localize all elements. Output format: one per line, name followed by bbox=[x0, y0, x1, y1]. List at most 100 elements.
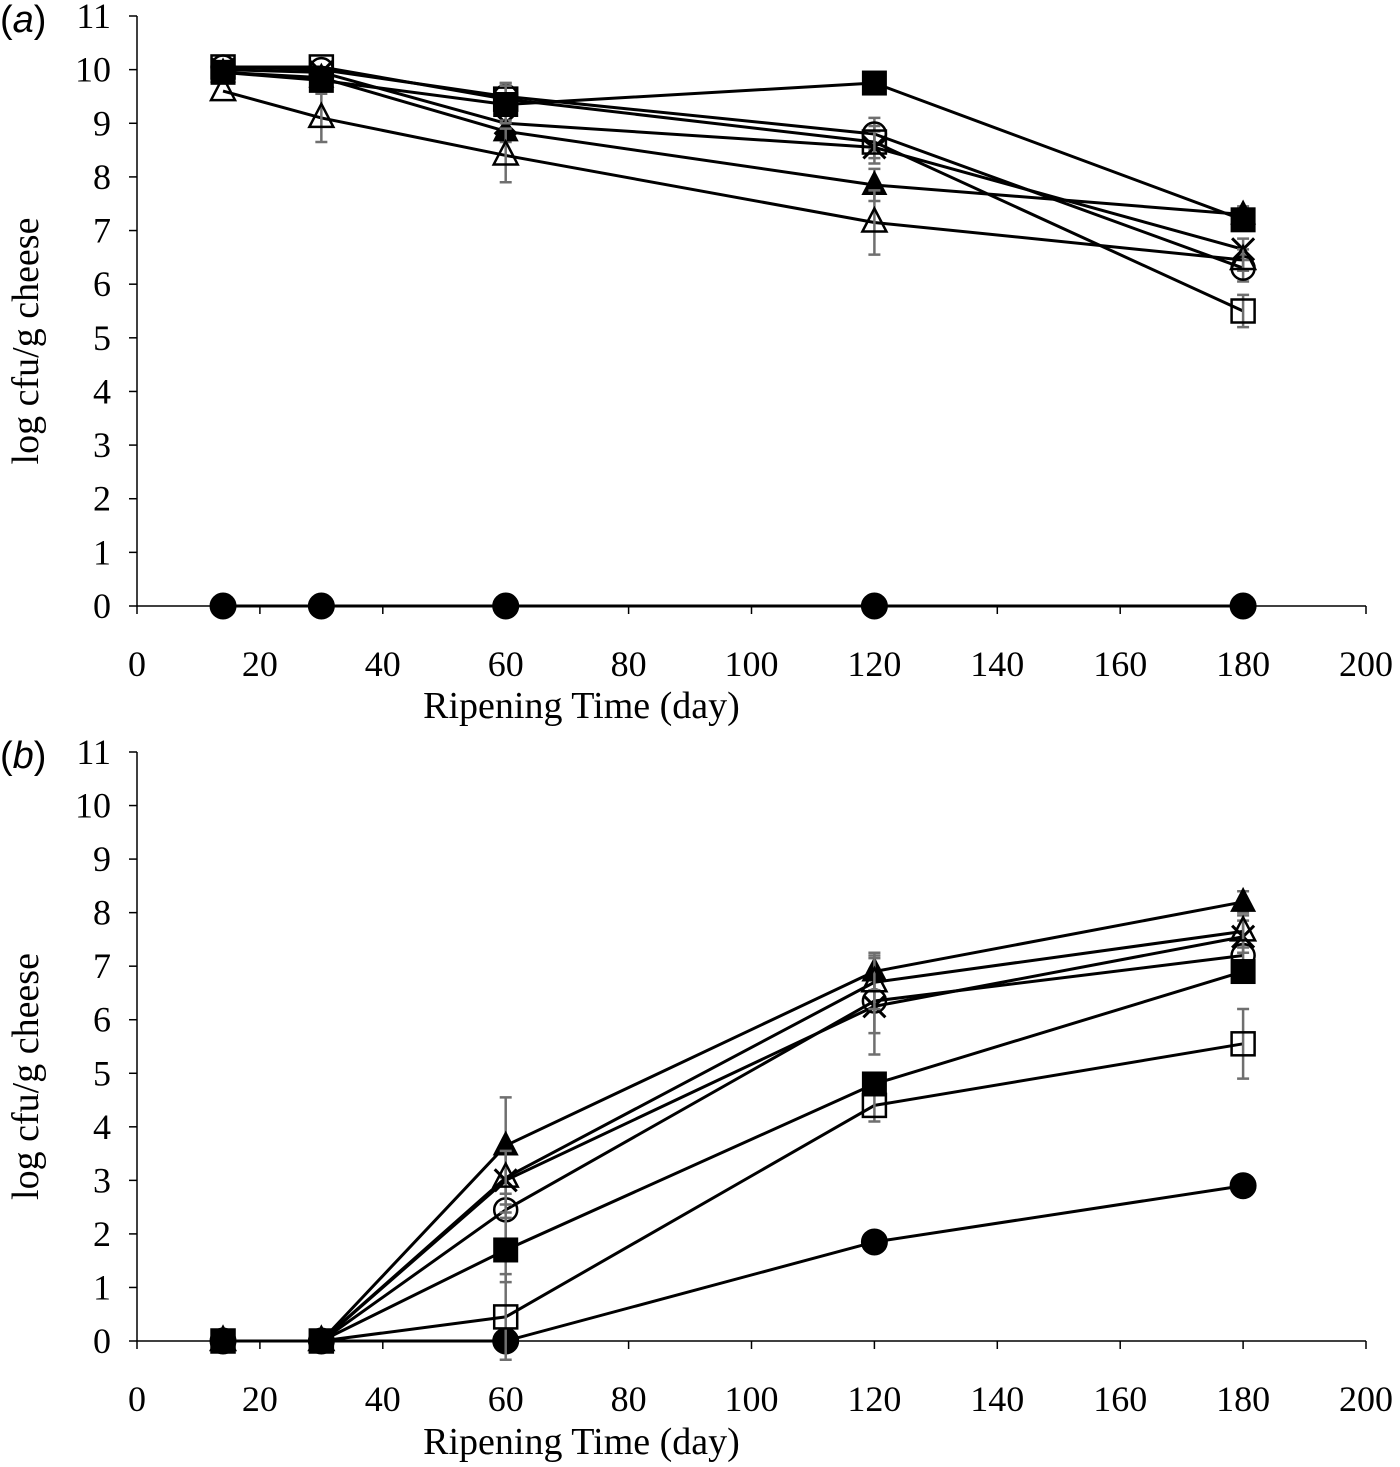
x-tick-label: 80 bbox=[611, 1379, 647, 1419]
data-point-filled-circle bbox=[1229, 592, 1257, 620]
data-point-open-triangle bbox=[208, 74, 238, 102]
series-line bbox=[222, 70, 1244, 216]
y-tick-label: 11 bbox=[76, 732, 111, 772]
error-bar bbox=[868, 189, 881, 256]
series-filled-square bbox=[210, 959, 1256, 1354]
y-tick-label: 8 bbox=[93, 893, 111, 933]
x-tick-label: 140 bbox=[970, 644, 1024, 684]
data-point-open-triangle bbox=[860, 205, 889, 233]
x-tick-label: 140 bbox=[970, 1379, 1024, 1419]
error-bar bbox=[1237, 1007, 1250, 1080]
data-point-filled-circle bbox=[860, 1228, 888, 1256]
series-line bbox=[222, 68, 1244, 251]
y-tick-label: 2 bbox=[93, 1214, 111, 1254]
y-tick-label: 2 bbox=[93, 479, 111, 519]
series-open-circle bbox=[210, 54, 1256, 283]
series-cross bbox=[210, 57, 1256, 262]
data-point-filled-circle bbox=[209, 592, 237, 620]
panel-b: 0 1 2 3 4 5 6 7 8 9 10 11 0 20 40 60 80 100 120 140 160 180 20… bbox=[0, 732, 1393, 1463]
data-point-filled-square bbox=[308, 67, 334, 93]
data-point-filled-square bbox=[493, 92, 519, 117]
data-point-filled-square bbox=[1230, 959, 1256, 985]
y-tick-label: 7 bbox=[93, 211, 111, 251]
x-tick-label: 0 bbox=[128, 1379, 146, 1419]
x-tick-label: 160 bbox=[1093, 1379, 1147, 1419]
y-tick-label: 9 bbox=[93, 103, 111, 143]
series-filled-triangle bbox=[210, 57, 1257, 225]
y-tick-label: 1 bbox=[93, 532, 111, 572]
x-tick-label: 100 bbox=[725, 1379, 779, 1419]
y-tick-label: 7 bbox=[93, 946, 111, 986]
plot-area bbox=[208, 886, 1258, 1361]
y-axis-title: log cfu/g cheese bbox=[5, 953, 47, 1200]
x-tick-label: 20 bbox=[242, 644, 278, 684]
x-tick-label: 180 bbox=[1216, 644, 1270, 684]
data-point-filled-square bbox=[210, 59, 236, 85]
panel-letter: b bbox=[13, 735, 34, 777]
data-point-filled-square bbox=[493, 1237, 519, 1263]
data-point-filled-square bbox=[861, 1071, 887, 1097]
data-point-filled-square bbox=[1230, 207, 1256, 233]
y-tick-label: 6 bbox=[93, 1000, 111, 1040]
series-line bbox=[223, 900, 1244, 1343]
x-tick-label: 100 bbox=[725, 644, 779, 684]
data-point-filled-triangle bbox=[492, 1130, 519, 1156]
y-axis-title: log cfu/g cheese bbox=[5, 218, 47, 465]
panel-label: (b) bbox=[0, 735, 46, 777]
y-tick-label: 6 bbox=[93, 264, 111, 304]
y-tick-label: 4 bbox=[93, 371, 111, 411]
series-cross bbox=[210, 919, 1256, 1354]
series-line bbox=[223, 970, 1244, 1343]
y-tick-label: 0 bbox=[93, 1321, 111, 1361]
series-open-triangle bbox=[208, 914, 1258, 1352]
x-tick-label: 60 bbox=[488, 1379, 524, 1419]
data-point-filled-triangle bbox=[1230, 886, 1257, 912]
error-bar bbox=[1237, 248, 1250, 273]
x-tick-label: 40 bbox=[365, 1379, 401, 1419]
x-tick-label: 120 bbox=[847, 1379, 901, 1419]
y-tick-label: 1 bbox=[93, 1267, 111, 1307]
data-point-open-square bbox=[1230, 1031, 1256, 1057]
data-point-filled-circle bbox=[860, 592, 888, 620]
data-point-open-triangle bbox=[860, 965, 889, 993]
data-point-open-square bbox=[492, 1304, 519, 1330]
x-tick-label: 80 bbox=[611, 644, 647, 684]
series-line bbox=[222, 89, 1244, 262]
series-line bbox=[222, 65, 1244, 270]
series-line bbox=[223, 65, 1244, 313]
data-point-filled-circle bbox=[1229, 1172, 1257, 1200]
panel-a: 0 1 2 3 4 5 6 7 8 9 10 11 0 20 40 60 80 100 120 140 160 180 20… bbox=[0, 0, 1393, 727]
data-point-filled-circle bbox=[492, 592, 520, 620]
x-tick-label: 200 bbox=[1339, 1379, 1393, 1419]
series-filled-circle bbox=[209, 1172, 1257, 1355]
data-point-filled-triangle bbox=[861, 169, 888, 195]
series-open-triangle bbox=[208, 74, 1258, 273]
data-point-open-triangle bbox=[491, 138, 520, 166]
error-bar bbox=[499, 127, 512, 184]
y-tick-label: 8 bbox=[93, 157, 111, 197]
y-tick-label: 5 bbox=[93, 1053, 111, 1093]
error-bar bbox=[499, 1149, 512, 1206]
data-point-filled-circle bbox=[307, 592, 335, 620]
data-point-open-triangle bbox=[307, 101, 336, 129]
data-point-filled-square bbox=[308, 1328, 334, 1354]
y-tick-label: 11 bbox=[76, 0, 111, 36]
y-tick-label: 0 bbox=[93, 586, 111, 626]
y-tick-label: 10 bbox=[75, 50, 111, 90]
x-tick-label: 20 bbox=[242, 1379, 278, 1419]
series-filled-circle bbox=[209, 592, 1257, 620]
series-line bbox=[223, 1042, 1244, 1343]
x-tick-label: 200 bbox=[1339, 644, 1393, 684]
series-filled-square bbox=[210, 59, 1256, 233]
y-tick-label: 4 bbox=[93, 1107, 111, 1147]
data-point-filled-square bbox=[861, 70, 887, 96]
data-point-open-triangle bbox=[491, 1160, 520, 1188]
data-point-open-triangle bbox=[1229, 243, 1258, 271]
x-tick-label: 160 bbox=[1093, 644, 1147, 684]
error-bar bbox=[868, 954, 881, 1011]
x-tick-label: 180 bbox=[1216, 1379, 1270, 1419]
y-tick-label: 3 bbox=[93, 1160, 111, 1200]
data-point-filled-square bbox=[210, 1328, 236, 1354]
x-tick-label: 0 bbox=[128, 644, 146, 684]
